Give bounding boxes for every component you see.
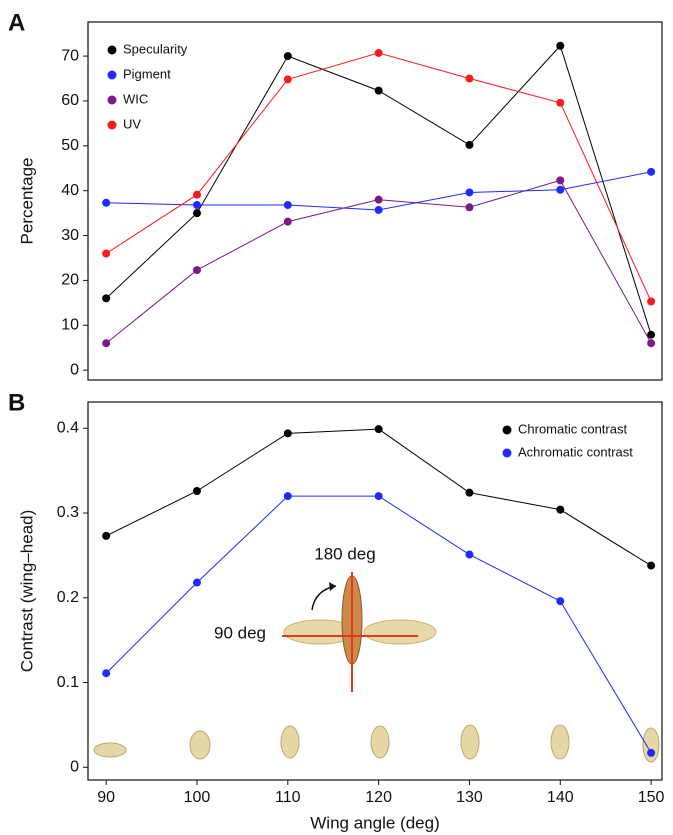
data-point: [465, 488, 474, 497]
panel-label: A: [8, 9, 25, 36]
annotation: 180 deg: [314, 544, 375, 563]
data-point: [192, 209, 201, 218]
legend-marker: [107, 120, 117, 130]
data-point: [647, 297, 656, 306]
data-point: [556, 185, 565, 194]
y-tick-label: 0: [70, 361, 79, 378]
legend-label: Chromatic contrast: [518, 421, 627, 436]
data-point: [374, 195, 383, 204]
y-axis-label: Percentage: [17, 158, 36, 245]
legend-label: Achromatic contrast: [518, 444, 633, 459]
panel-label: B: [8, 389, 25, 416]
data-point: [192, 190, 201, 199]
thumb: [642, 727, 660, 763]
data-point: [374, 492, 383, 501]
data-point: [192, 578, 201, 587]
thumb: [370, 725, 390, 759]
thumb: [93, 742, 127, 758]
data-point: [556, 41, 565, 50]
data-point: [192, 266, 201, 275]
data-point: [465, 140, 474, 149]
data-point: [102, 339, 111, 348]
wing-thumbnails: [93, 724, 660, 763]
y-tick-label: 0.2: [57, 589, 79, 606]
data-point: [647, 167, 656, 176]
data-point: [647, 748, 656, 757]
y-tick-label: 20: [61, 272, 79, 289]
data-point: [283, 492, 292, 501]
data-point: [647, 339, 656, 348]
data-point: [102, 669, 111, 678]
thumb: [189, 730, 211, 760]
legend-marker: [107, 95, 117, 105]
x-tick-label: 130: [456, 789, 483, 806]
data-point: [102, 249, 111, 258]
legend-marker: [107, 45, 117, 55]
y-tick-label: 0.3: [57, 504, 79, 521]
thumb: [550, 724, 570, 760]
legend-marker: [107, 70, 117, 80]
data-point: [283, 217, 292, 226]
thumb: [460, 724, 480, 760]
plot-frame: [87, 401, 663, 781]
annotation: 90 deg: [214, 623, 266, 642]
data-point: [374, 86, 383, 95]
y-tick-label: 70: [61, 47, 79, 64]
legend-marker: [502, 425, 512, 435]
data-point: [283, 429, 292, 438]
data-point: [283, 75, 292, 84]
data-point: [556, 505, 565, 514]
data-point: [283, 52, 292, 61]
data-point: [374, 205, 383, 214]
legend-label: UV: [123, 116, 141, 131]
y-tick-label: 0.4: [57, 419, 79, 436]
x-tick-label: 110: [275, 789, 301, 806]
y-tick-label: 50: [61, 137, 79, 154]
data-point: [283, 201, 292, 210]
x-axis-label: Wing angle (deg): [310, 813, 439, 832]
y-axis-label: Contrast (wing–head): [17, 510, 36, 673]
wing: [363, 619, 437, 645]
legend-label: Specularity: [123, 41, 188, 56]
y-tick-label: 10: [61, 316, 79, 333]
data-point: [192, 486, 201, 495]
x-tick-label: 150: [638, 789, 665, 806]
thumb: [280, 725, 300, 759]
data-point: [556, 176, 565, 185]
x-tick-label: 90: [97, 789, 115, 806]
data-point: [556, 98, 565, 107]
data-point: [374, 425, 383, 434]
legend-label: Pigment: [123, 66, 171, 81]
data-point: [374, 48, 383, 57]
rotation-arrow: [311, 585, 337, 611]
legend-label: WIC: [123, 91, 148, 106]
data-point: [102, 531, 111, 540]
data-point: [647, 330, 656, 339]
legend-marker: [502, 448, 512, 458]
data-point: [465, 550, 474, 559]
y-tick-label: 60: [61, 92, 79, 109]
y-tick-label: 40: [61, 182, 79, 199]
data-point: [102, 198, 111, 207]
data-point: [102, 294, 111, 303]
data-point: [465, 74, 474, 83]
y-tick-label: 30: [61, 227, 79, 244]
plot-frame: [87, 21, 663, 381]
y-tick-label: 0.1: [57, 674, 79, 691]
arrow-head: [329, 582, 336, 591]
x-tick-label: 120: [365, 789, 392, 806]
y-tick-label: 0: [70, 759, 79, 776]
series-line: [106, 171, 652, 211]
x-tick-label: 140: [547, 789, 574, 806]
data-point: [465, 188, 474, 197]
data-point: [647, 561, 656, 570]
bee-illustration: [282, 572, 437, 692]
x-tick-label: 100: [184, 789, 211, 806]
data-point: [556, 597, 565, 606]
data-point: [192, 201, 201, 210]
data-point: [465, 203, 474, 212]
